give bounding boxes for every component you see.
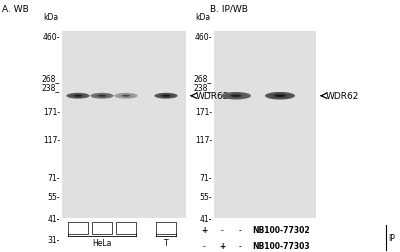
Ellipse shape bbox=[273, 94, 287, 98]
Text: WDR62: WDR62 bbox=[326, 92, 359, 101]
Text: kDa: kDa bbox=[195, 12, 210, 21]
Ellipse shape bbox=[97, 95, 107, 98]
Text: 117-: 117- bbox=[195, 136, 212, 145]
Ellipse shape bbox=[270, 94, 290, 99]
Text: 55-: 55- bbox=[200, 192, 212, 201]
Text: 50: 50 bbox=[73, 224, 83, 233]
Text: 5: 5 bbox=[124, 224, 128, 233]
Ellipse shape bbox=[118, 94, 134, 99]
Text: WDR62: WDR62 bbox=[196, 92, 229, 101]
Text: 238_: 238_ bbox=[42, 82, 60, 91]
Text: A. WB: A. WB bbox=[2, 5, 29, 14]
Ellipse shape bbox=[121, 95, 131, 98]
Text: 71-: 71- bbox=[48, 173, 60, 182]
Ellipse shape bbox=[73, 95, 83, 98]
Ellipse shape bbox=[226, 94, 246, 99]
Text: IP: IP bbox=[388, 233, 395, 242]
Ellipse shape bbox=[70, 94, 86, 99]
Text: -: - bbox=[239, 226, 241, 235]
Text: 460-: 460- bbox=[43, 33, 60, 42]
Text: 50: 50 bbox=[161, 224, 171, 233]
Text: T: T bbox=[164, 238, 168, 247]
Bar bbox=[68, 222, 88, 234]
Text: 117-: 117- bbox=[43, 136, 60, 145]
Text: 238_: 238_ bbox=[194, 82, 212, 91]
Ellipse shape bbox=[158, 94, 174, 99]
Text: NB100-77303: NB100-77303 bbox=[252, 241, 310, 250]
Ellipse shape bbox=[275, 95, 285, 98]
Ellipse shape bbox=[221, 92, 251, 100]
Ellipse shape bbox=[98, 96, 106, 97]
Ellipse shape bbox=[162, 96, 170, 97]
Text: 71-: 71- bbox=[200, 173, 212, 182]
Bar bbox=[92, 222, 112, 234]
Ellipse shape bbox=[90, 93, 114, 99]
Text: 15: 15 bbox=[97, 224, 107, 233]
Ellipse shape bbox=[66, 93, 90, 99]
Ellipse shape bbox=[94, 94, 110, 99]
Text: kDa: kDa bbox=[43, 12, 58, 21]
Ellipse shape bbox=[154, 93, 178, 99]
Bar bbox=[214, 32, 316, 218]
Text: 171-: 171- bbox=[43, 107, 60, 116]
Text: 41-: 41- bbox=[200, 214, 212, 223]
Text: 31-: 31- bbox=[48, 235, 60, 244]
Text: B. IP/WB: B. IP/WB bbox=[210, 5, 248, 14]
Ellipse shape bbox=[229, 94, 243, 98]
Text: +: + bbox=[201, 226, 207, 235]
Text: 268_: 268_ bbox=[42, 74, 60, 83]
Bar bbox=[62, 32, 186, 218]
Ellipse shape bbox=[114, 93, 138, 99]
Text: -: - bbox=[203, 241, 205, 250]
Text: 171-: 171- bbox=[195, 107, 212, 116]
Text: 41-: 41- bbox=[48, 214, 60, 223]
Ellipse shape bbox=[122, 96, 130, 97]
Text: -: - bbox=[239, 241, 241, 250]
Bar bbox=[156, 222, 176, 234]
Ellipse shape bbox=[231, 95, 241, 98]
Ellipse shape bbox=[265, 92, 295, 100]
Text: NB100-77302: NB100-77302 bbox=[252, 226, 310, 235]
Text: +: + bbox=[219, 241, 225, 250]
Text: -: - bbox=[221, 226, 223, 235]
Text: HeLa: HeLa bbox=[92, 238, 112, 247]
Ellipse shape bbox=[161, 95, 171, 98]
Text: 55-: 55- bbox=[48, 192, 60, 201]
Ellipse shape bbox=[74, 96, 82, 97]
Text: 268_: 268_ bbox=[194, 74, 212, 83]
Bar bbox=[116, 222, 136, 234]
Text: 460-: 460- bbox=[195, 33, 212, 42]
